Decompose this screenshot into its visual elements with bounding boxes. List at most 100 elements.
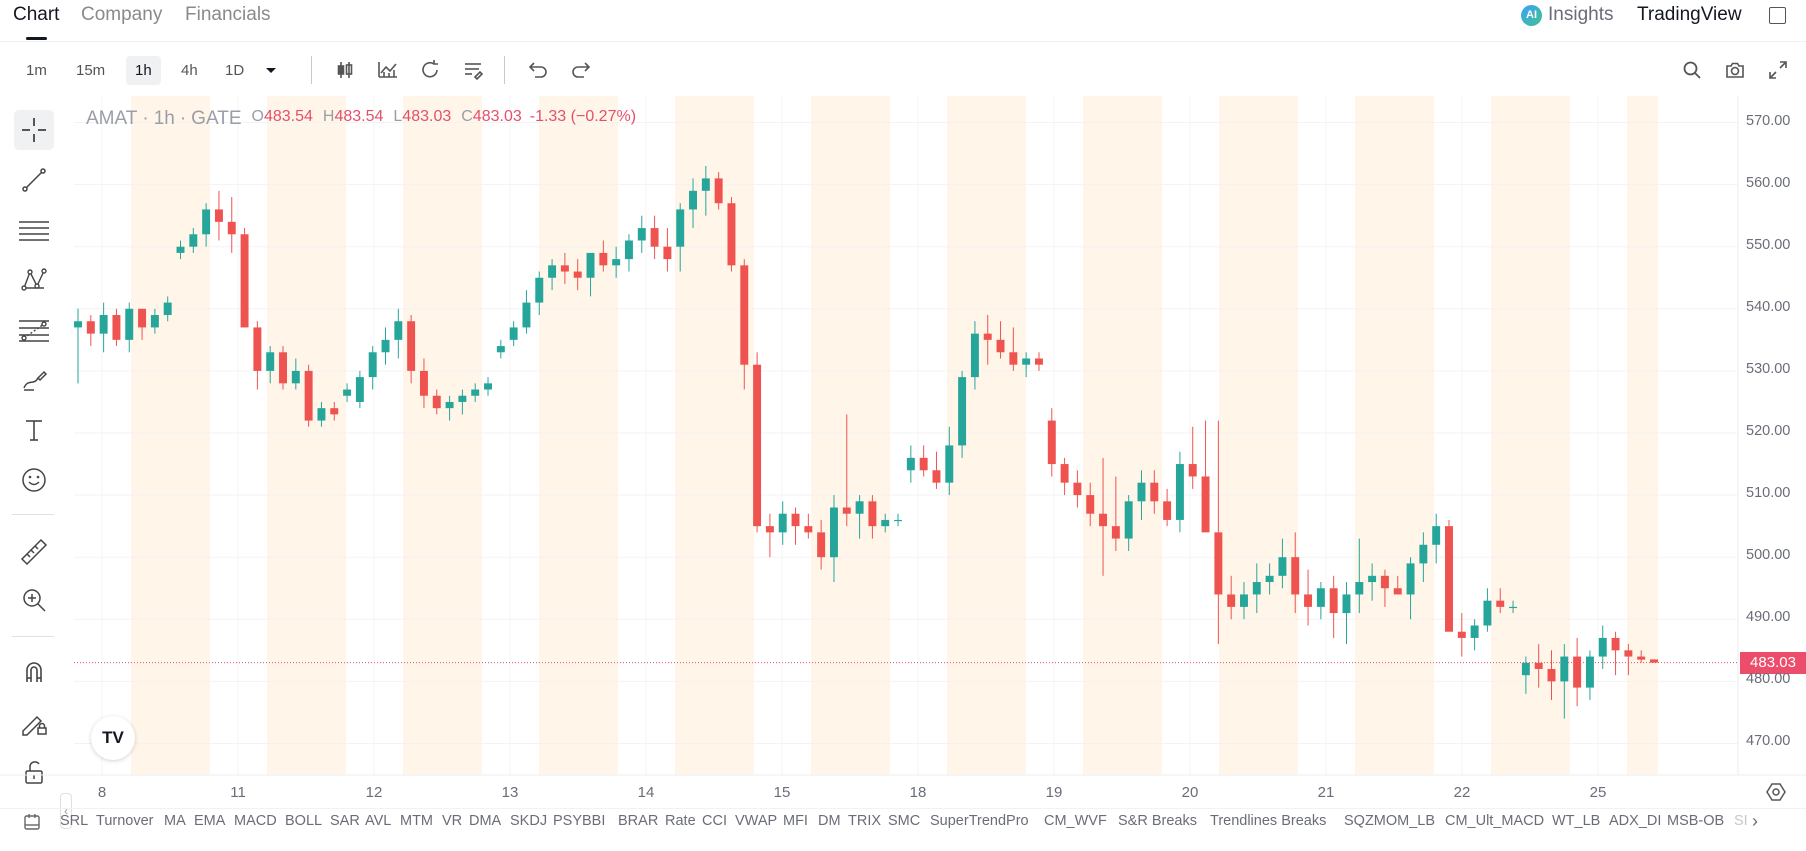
- horizontal-lines-icon[interactable]: [14, 210, 54, 250]
- redo-icon[interactable]: [569, 58, 593, 82]
- indicator-bbi[interactable]: BBI: [582, 813, 606, 829]
- candlestick-type-icon[interactable]: [333, 58, 357, 82]
- expand-icon[interactable]: [1769, 7, 1786, 24]
- candle-body: [1470, 625, 1479, 638]
- tradingview-logo[interactable]: TV: [91, 716, 135, 760]
- indicator-avl[interactable]: AVL: [365, 813, 392, 829]
- collapse-toolbar-handle[interactable]: ‹: [60, 793, 72, 829]
- indicator-si[interactable]: SI: [1734, 813, 1748, 829]
- indicator-vwap[interactable]: VWAP: [735, 813, 778, 829]
- tradingview-link[interactable]: TradingView: [1637, 4, 1742, 25]
- fullscreen-icon[interactable]: [1766, 58, 1790, 82]
- chart-settings-icon[interactable]: [1765, 781, 1787, 803]
- undo-icon[interactable]: [526, 58, 550, 82]
- timeframe-15m[interactable]: 15m: [76, 62, 106, 79]
- indicators-icon[interactable]: [376, 58, 400, 82]
- indicator-cm-ult-macd[interactable]: CM_Ult_MACD: [1445, 813, 1545, 829]
- indicator-ema[interactable]: EMA: [194, 813, 226, 829]
- legend-low-key: L: [393, 108, 403, 125]
- indicator-trix[interactable]: TRIX: [848, 813, 882, 829]
- indicator-smc[interactable]: SMC: [888, 813, 921, 829]
- indicator-dm[interactable]: DM: [818, 813, 841, 829]
- brush-icon[interactable]: [14, 360, 54, 400]
- indicator-s-r-breaks[interactable]: S&R Breaks: [1118, 813, 1197, 829]
- tab-financials[interactable]: Financials: [185, 4, 271, 25]
- candle-body: [1368, 575, 1377, 583]
- session-shade: [267, 96, 346, 775]
- candle-body: [189, 234, 198, 247]
- replay-icon[interactable]: [418, 58, 442, 82]
- indicator-sar[interactable]: SAR: [330, 813, 360, 829]
- crosshair-icon[interactable]: [14, 110, 54, 150]
- pattern-icon[interactable]: [14, 260, 54, 300]
- indicator-wt-lb[interactable]: WT_LB: [1552, 813, 1601, 829]
- chevron-down-icon[interactable]: [259, 58, 283, 82]
- candle-body: [1585, 656, 1594, 688]
- candle-body: [817, 532, 826, 558]
- timeframe-1m[interactable]: 1m: [26, 62, 47, 79]
- ruler-icon[interactable]: [14, 532, 54, 572]
- indicator-psy[interactable]: PSY: [553, 813, 583, 829]
- candle-body: [509, 327, 518, 340]
- text-icon[interactable]: [14, 410, 54, 450]
- indicator-turnover[interactable]: Turnover: [96, 813, 154, 829]
- timeframe-1h[interactable]: 1h: [126, 56, 161, 85]
- candle-body: [894, 519, 903, 522]
- date-tick: 21: [1317, 784, 1335, 801]
- candle-body: [1252, 582, 1261, 595]
- indicator-trendlines-breaks[interactable]: Trendlines Breaks: [1210, 813, 1327, 829]
- indicator-dma[interactable]: DMA: [469, 813, 502, 829]
- timeframe-1d[interactable]: 1D: [225, 62, 245, 79]
- indicator-list-icon[interactable]: [22, 812, 42, 832]
- candle-body: [778, 513, 787, 533]
- indicator-adx-di[interactable]: ADX_DI: [1609, 813, 1662, 829]
- unlock-icon[interactable]: [14, 752, 54, 792]
- search-icon[interactable]: [1680, 58, 1704, 82]
- fibonacci-icon[interactable]: [14, 310, 54, 350]
- indicator-brar[interactable]: BRAR: [618, 813, 659, 829]
- candle-body: [599, 252, 608, 266]
- tab-chart[interactable]: Chart: [13, 4, 60, 25]
- indicator-ma[interactable]: MA: [164, 813, 186, 829]
- magnet-icon[interactable]: [14, 652, 54, 692]
- indicator-cm-wvf[interactable]: CM_WVF: [1044, 813, 1107, 829]
- candle-body: [829, 507, 838, 558]
- tab-company[interactable]: Company: [81, 4, 163, 25]
- indicator-cci[interactable]: CCI: [702, 813, 727, 829]
- candle-body: [970, 333, 979, 378]
- candle-body: [535, 277, 544, 303]
- candle-body: [676, 209, 685, 247]
- indicator-srl[interactable]: SRL: [60, 813, 89, 829]
- indicator-skdj[interactable]: SKDJ: [510, 813, 548, 829]
- chevron-right-icon[interactable]: ›: [1752, 811, 1758, 831]
- indicator-mtm[interactable]: MTM: [400, 813, 434, 829]
- candle-body: [753, 364, 762, 527]
- indicator-msb-ob[interactable]: MSB-OB: [1667, 813, 1725, 829]
- legend-high-key: H: [322, 108, 335, 125]
- candle-body: [1637, 656, 1646, 660]
- price-tick: 470.00: [1746, 733, 1791, 749]
- indicator-boll[interactable]: BOLL: [285, 813, 323, 829]
- legend-close-key: C: [461, 108, 473, 125]
- indicator-sqzmom-lb[interactable]: SQZMOM_LB: [1344, 813, 1436, 829]
- indicator-mfi[interactable]: MFI: [783, 813, 808, 829]
- candle-body: [919, 457, 928, 471]
- date-tick: 25: [1589, 784, 1607, 801]
- camera-icon[interactable]: [1723, 58, 1747, 82]
- price-tick: 500.00: [1746, 547, 1791, 563]
- legend-close: 483.03: [472, 108, 522, 125]
- trend-line-icon[interactable]: [14, 160, 54, 200]
- zoom-in-icon[interactable]: [14, 580, 54, 620]
- candle-body: [740, 265, 749, 365]
- insights-button[interactable]: AI Insights: [1521, 4, 1613, 26]
- lock-drawings-icon[interactable]: [14, 702, 54, 742]
- indicator-rate[interactable]: Rate: [665, 813, 696, 829]
- timeframe-4h[interactable]: 4h: [181, 62, 198, 79]
- emoji-icon[interactable]: [14, 460, 54, 500]
- templates-icon[interactable]: [461, 58, 485, 82]
- candle-body: [1419, 544, 1428, 564]
- indicator-macd[interactable]: MACD: [234, 813, 277, 829]
- indicator-vr[interactable]: VR: [442, 813, 463, 829]
- indicator-supertrendpro[interactable]: SuperTrendPro: [930, 813, 1029, 829]
